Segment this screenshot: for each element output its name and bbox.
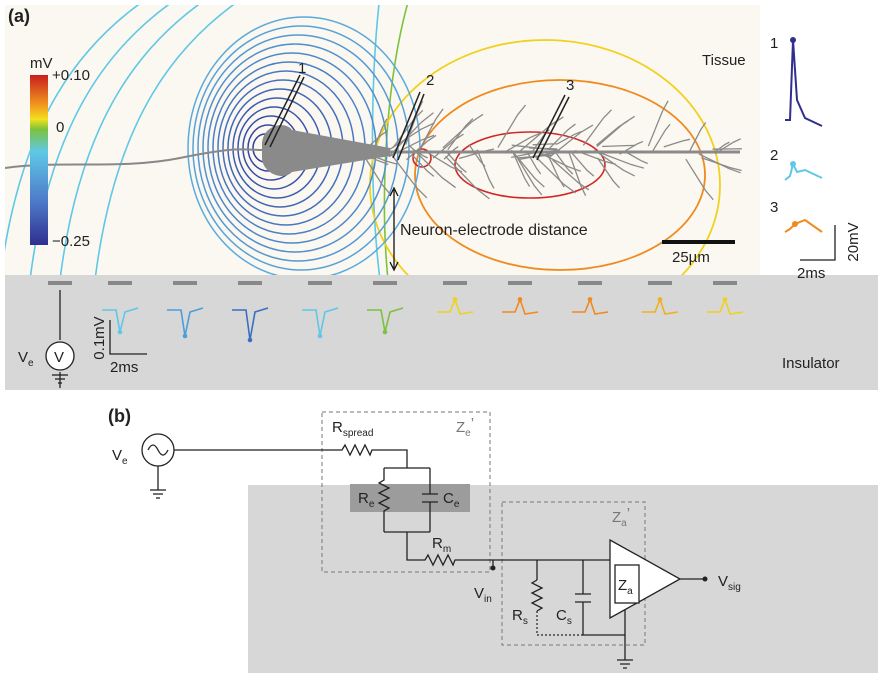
trace-dot bbox=[723, 297, 728, 302]
trace-dot bbox=[318, 334, 323, 339]
colorbar-tick: +0.10 bbox=[52, 67, 90, 84]
pad bbox=[508, 281, 532, 285]
source-symbol: V bbox=[54, 349, 64, 366]
trace-dot bbox=[453, 297, 458, 302]
trace-dot bbox=[588, 297, 593, 302]
pad bbox=[173, 281, 197, 285]
inset-scale bbox=[800, 225, 835, 260]
electrode-label: 2 bbox=[426, 72, 434, 89]
pad bbox=[48, 281, 72, 285]
panel-label: (b) bbox=[108, 406, 131, 426]
inset-trace bbox=[785, 40, 822, 126]
ve-label: Ve bbox=[112, 447, 128, 467]
trace-dot bbox=[383, 330, 388, 335]
panel-label: (a) bbox=[8, 6, 30, 26]
insulator-label: Insulator bbox=[782, 355, 840, 372]
pad bbox=[238, 281, 262, 285]
trace-dot bbox=[248, 338, 253, 343]
scale-label: 25µm bbox=[672, 249, 710, 266]
electrode-label: 1 bbox=[298, 60, 306, 77]
inset-label: 1 bbox=[770, 35, 778, 52]
inset-dot bbox=[790, 161, 796, 167]
colorbar-unit: mV bbox=[30, 55, 53, 72]
inset-trace bbox=[785, 220, 822, 232]
vsig-node bbox=[703, 577, 708, 582]
rspread-label: Rspread bbox=[332, 419, 373, 439]
pad bbox=[308, 281, 332, 285]
electrode-label: 3 bbox=[566, 77, 574, 94]
vin-node bbox=[491, 566, 496, 571]
colorbar-tick: −0.25 bbox=[52, 233, 90, 250]
trace-dot bbox=[118, 330, 123, 335]
inset-label: 2 bbox=[770, 147, 778, 164]
pad bbox=[648, 281, 672, 285]
ze-label: Ze’ bbox=[456, 415, 474, 439]
trace-dot bbox=[658, 297, 663, 302]
voltage-scale: 0.1mV bbox=[91, 316, 108, 359]
pad bbox=[713, 281, 737, 285]
pad bbox=[578, 281, 602, 285]
inset-time: 2ms bbox=[797, 265, 825, 282]
time-scale: 2ms bbox=[110, 359, 138, 376]
inset-trace bbox=[785, 164, 822, 180]
figure: (a) mV +0.10 0 −0.25 Tissue Insulator 1 … bbox=[0, 0, 878, 673]
colorbar-tick: 0 bbox=[56, 119, 64, 136]
inset-voltage: 20mV bbox=[845, 222, 862, 261]
pad bbox=[373, 281, 397, 285]
inset-dot bbox=[792, 221, 798, 227]
inset-dot bbox=[790, 37, 796, 43]
inset-label: 3 bbox=[770, 199, 778, 216]
colorbar bbox=[30, 75, 48, 245]
pad bbox=[108, 281, 132, 285]
trace-dot bbox=[183, 334, 188, 339]
distance-label: Neuron-electrode distance bbox=[400, 222, 588, 239]
pad bbox=[443, 281, 467, 285]
trace-dot bbox=[518, 297, 523, 302]
tissue-bg bbox=[5, 5, 760, 275]
tissue-label: Tissue bbox=[702, 52, 746, 69]
